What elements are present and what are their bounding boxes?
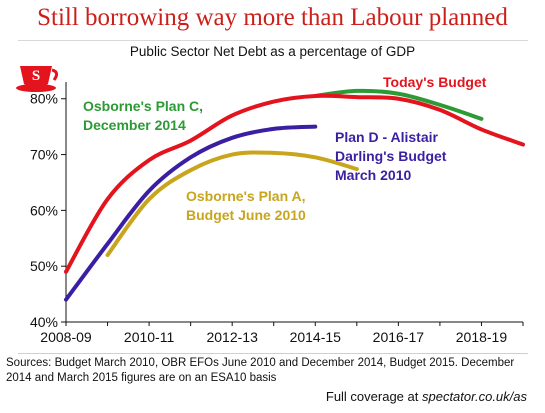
series-annotation: March 2010 — [335, 167, 411, 183]
series-line-1 — [313, 88, 484, 121]
coverage-prefix: Full coverage at — [325, 389, 422, 404]
coverage-link[interactable]: spectator.co.uk/as — [421, 389, 527, 404]
y-tick-label: 50% — [30, 258, 58, 274]
y-tick-label: 40% — [30, 314, 58, 330]
series-line-2 — [64, 124, 318, 302]
x-tick-label: 2008-09 — [40, 329, 92, 345]
top-divider — [18, 40, 528, 41]
x-tick-label: 2012-13 — [206, 329, 258, 345]
x-tick-label: 2014-15 — [290, 329, 342, 345]
series-lines — [64, 88, 525, 302]
series-labels: Today's Budget Osborne's Plan C, December … — [83, 74, 487, 223]
svg-text:S: S — [32, 68, 40, 84]
series-annotation: Budget June 2010 — [186, 207, 306, 223]
series-annotation: Today's Budget — [383, 74, 487, 90]
sources-note: Sources: Budget March 2010, OBR EFOs Jun… — [6, 357, 515, 384]
headline: Still borrowing way more than Labour pla… — [37, 4, 508, 31]
y-tick-label: 80% — [30, 91, 58, 107]
teacup-icon: S — [16, 66, 59, 92]
series-annotation: Osborne's Plan A, — [186, 188, 306, 204]
bottom-divider — [18, 353, 528, 354]
series-annotation: Osborne's Plan C, — [83, 98, 203, 114]
x-tick-label: 2016-17 — [373, 329, 425, 345]
coverage-note: Full coverage at spectator.co.uk/as — [326, 389, 527, 404]
y-tick-label: 70% — [30, 147, 58, 163]
x-tick-label: 2018-19 — [456, 329, 508, 345]
series-annotation: December 2014 — [83, 117, 186, 133]
x-tick-label: 2010-11 — [124, 329, 175, 345]
series-annotation: Plan D - Alistair — [335, 129, 439, 145]
series-line-0 — [64, 93, 525, 274]
y-tick-label: 60% — [30, 202, 58, 218]
series-line-3 — [105, 150, 359, 258]
series-annotation: Darling's Budget — [335, 148, 447, 164]
chart-title: Public Sector Net Debt as a percentage o… — [129, 44, 416, 59]
axes: 40% 50% 60% 70% 80% 2008-09 2010-11 2012-13 2014… — [30, 82, 524, 345]
